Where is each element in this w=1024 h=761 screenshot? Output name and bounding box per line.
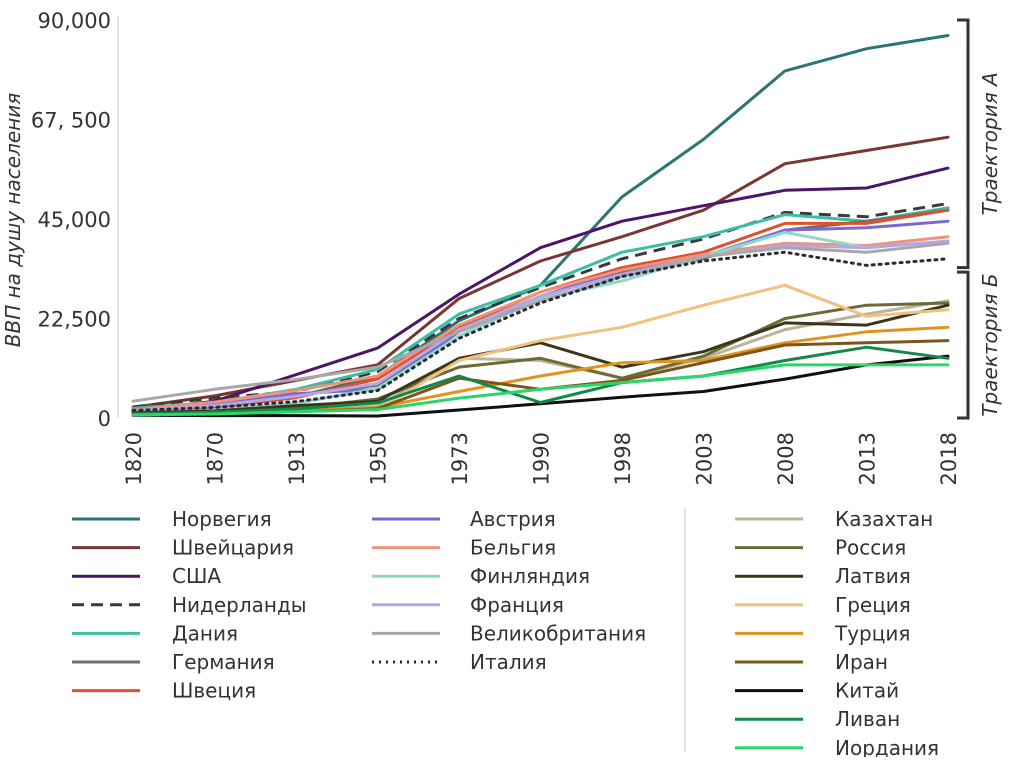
legend-entry-label: Австрия [470, 507, 556, 531]
x-tick-label: 2008 [774, 432, 798, 485]
legend-entry-label: Турция [834, 621, 910, 645]
trajectory-label: Траектория А [978, 72, 1002, 215]
legend: Норвегия Швейцария США Нидерланды Дания Герма… [72, 507, 939, 760]
x-tick-label: 2018 [937, 432, 961, 485]
legend-entry-label: Россия [835, 536, 906, 560]
series-line-сша [131, 166, 950, 413]
legend-entry-label: Ливан [835, 707, 900, 731]
x-tick-label: 1820 [122, 432, 146, 485]
legend-entry-label: Швеция [172, 679, 256, 703]
x-tick-label: 1998 [611, 432, 635, 485]
series-line-италия [131, 250, 950, 412]
trajectory-brackets: Траектория А Траектория Б [957, 18, 1002, 420]
series-line-ливан [131, 345, 950, 416]
series-line-великобритания [131, 241, 950, 403]
series-line-бельгия [131, 235, 950, 412]
legend-entry-label: Иран [835, 650, 888, 674]
series-line-швейцария [131, 135, 950, 409]
y-tick-label: 22,500 [38, 308, 111, 332]
series-line-дания [131, 206, 950, 410]
x-tick-label: 2003 [693, 432, 717, 485]
y-tick-label: 0 [98, 407, 111, 431]
legend-entry-label: Великобритания [470, 621, 646, 645]
legend-entry-label: Нидерланды [172, 593, 307, 617]
legend-entry-label: Бельгия [470, 536, 556, 560]
legend-entry-label: Латвия [835, 564, 911, 588]
y-tick-label: 45,000 [38, 208, 111, 232]
series-line-латвия [131, 303, 950, 415]
legend-entry-label: Франция [470, 593, 564, 617]
legend-entry-label: Италия [470, 650, 547, 674]
x-tick-label: 1913 [285, 432, 309, 485]
legend-entry-label: Греция [835, 593, 911, 617]
trajectory-bracket [957, 18, 970, 270]
legend-entry-label: Германия [172, 650, 275, 674]
legend-entry-label: Норвегия [172, 507, 272, 531]
trajectory-bracket [957, 270, 970, 420]
y-axis-label: ВВП на душу населения [1, 93, 25, 348]
x-tick-label: 2013 [856, 432, 880, 485]
legend-entry-label: Иордания [835, 736, 939, 757]
x-tick-label: 1870 [204, 432, 228, 485]
legend-entry-label: Финляндия [470, 564, 590, 588]
y-tick-label: 67, 500 [31, 109, 111, 133]
legend-entry-label: Дания [172, 621, 238, 645]
series-line-финляндия [131, 230, 950, 415]
trajectory-label: Траектория Б [978, 273, 1002, 416]
axes: 0 22,500 45,000 67, 500 90,000 1820 1870 1913 19… [31, 9, 961, 485]
x-tick-label: 1950 [367, 432, 391, 485]
x-tick-label: 1973 [448, 432, 472, 485]
series-line-иордания [131, 363, 950, 417]
series-lines [131, 34, 950, 418]
y-tick-label: 90,000 [38, 9, 111, 33]
x-tick-label: 1990 [530, 432, 554, 485]
legend-entry-label: США [172, 564, 221, 588]
legend-entry-label: Китай [835, 679, 899, 703]
legend-entry-label: Казахтан [835, 507, 933, 531]
legend-entry-label: Швейцария [172, 536, 294, 560]
series-line-франция [131, 239, 950, 413]
